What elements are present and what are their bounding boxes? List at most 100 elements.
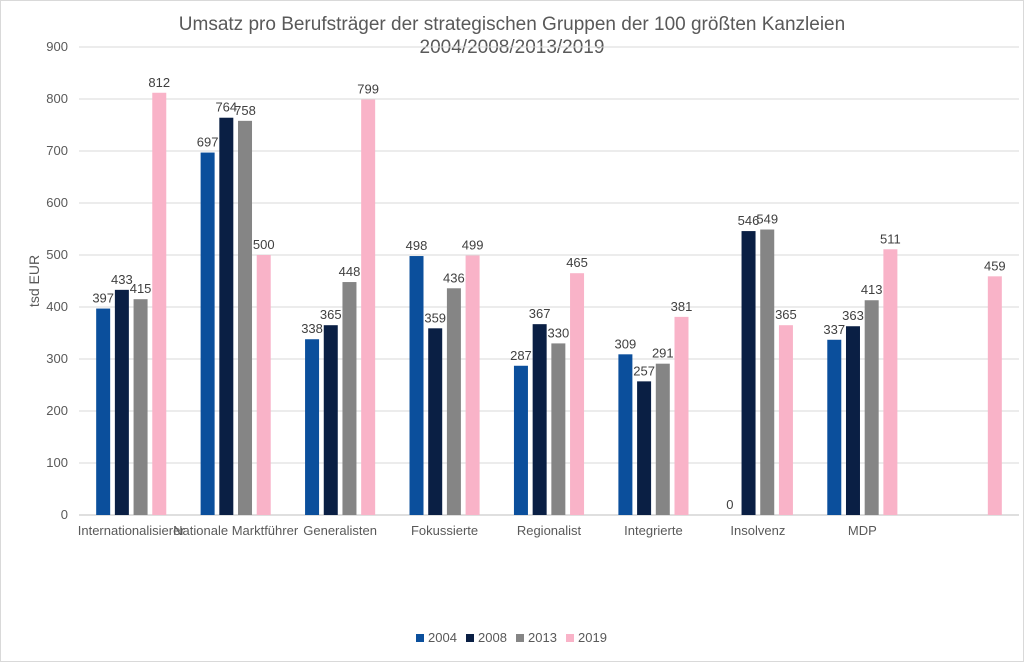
data-label: 330 xyxy=(547,325,569,340)
data-label: 758 xyxy=(234,103,256,118)
y-tick-label: 400 xyxy=(46,299,68,314)
bar-2008 xyxy=(114,289,129,515)
data-label: 367 xyxy=(529,306,551,321)
data-label: 799 xyxy=(357,82,379,97)
y-tick-label: 700 xyxy=(46,143,68,158)
bar-2013 xyxy=(864,300,879,515)
y-axis-label: tsd EUR xyxy=(26,255,42,307)
y-tick-label: 800 xyxy=(46,91,68,106)
data-label: 413 xyxy=(861,282,883,297)
y-tick-label: 500 xyxy=(46,247,68,262)
data-label: 511 xyxy=(880,231,901,246)
bar-2019 xyxy=(883,249,898,515)
data-label: 415 xyxy=(130,281,152,296)
legend-swatch xyxy=(516,634,524,642)
y-tick-label: 200 xyxy=(46,403,68,418)
bar-2019 xyxy=(152,92,167,515)
data-label: 448 xyxy=(339,264,361,279)
data-label: 365 xyxy=(775,307,797,322)
data-label: 433 xyxy=(111,272,133,287)
data-label: 499 xyxy=(462,238,484,253)
bar-2019 xyxy=(674,316,689,515)
bar-2008 xyxy=(532,324,547,515)
bar-2019 xyxy=(465,255,480,515)
data-label: 365 xyxy=(320,307,342,322)
data-label: 309 xyxy=(615,336,637,351)
bar-2008 xyxy=(845,326,860,515)
x-tick-label: Internationalisierer xyxy=(78,523,186,538)
chart-title: Umsatz pro Berufsträger der strategische… xyxy=(179,14,845,35)
data-label: 812 xyxy=(148,75,170,90)
data-label: 697 xyxy=(197,135,219,150)
bar-2004 xyxy=(513,365,528,515)
bars xyxy=(96,92,1002,516)
bar-2004 xyxy=(305,339,320,515)
x-tick-label: Insolvenz xyxy=(730,523,785,538)
data-label: 498 xyxy=(406,238,428,253)
legend: 2004 2008 2013 2019 xyxy=(416,630,607,645)
bar-2013 xyxy=(446,288,461,515)
x-tick-label: Nationale Marktführer xyxy=(173,523,299,538)
data-label: 338 xyxy=(301,321,323,336)
data-label: 549 xyxy=(756,212,778,227)
gridlines xyxy=(79,46,1019,516)
x-tick-label: MDP xyxy=(848,523,877,538)
bar-2019 xyxy=(361,99,376,516)
bar-2019 xyxy=(778,325,793,515)
data-label: 291 xyxy=(652,346,674,361)
data-label: 459 xyxy=(984,258,1006,273)
legend-label: 2004 xyxy=(428,630,457,645)
legend-label: 2008 xyxy=(478,630,507,645)
y-tick-label: 900 xyxy=(46,39,68,54)
x-tick-label: Fokussierte xyxy=(411,523,478,538)
x-tick-label: Regionalist xyxy=(517,523,582,538)
bar-2004 xyxy=(96,308,111,515)
x-tick-label: Generalisten xyxy=(303,523,377,538)
data-label: 257 xyxy=(633,363,655,378)
data-label: 287 xyxy=(510,348,532,363)
data-label: 397 xyxy=(92,291,114,306)
bar-2013 xyxy=(133,299,148,515)
legend-swatch xyxy=(566,634,574,642)
data-label: 0 xyxy=(726,497,733,512)
data-label: 546 xyxy=(738,213,760,228)
bar-2013 xyxy=(760,229,775,515)
data-label: 359 xyxy=(424,310,446,325)
data-label: 363 xyxy=(842,308,864,323)
data-label: 337 xyxy=(823,322,845,337)
bar-2008 xyxy=(637,381,652,515)
legend-swatch xyxy=(416,634,424,642)
bar-2004 xyxy=(409,256,424,515)
data-label: 436 xyxy=(443,270,465,285)
bar-2004 xyxy=(618,354,633,515)
data-label: 465 xyxy=(566,255,588,270)
legend-swatch xyxy=(466,634,474,642)
bar-2004 xyxy=(827,339,842,515)
legend-label: 2013 xyxy=(528,630,557,645)
bar-2013 xyxy=(655,363,670,515)
bar-2019 xyxy=(987,276,1002,515)
x-tick-label: Integrierte xyxy=(624,523,683,538)
data-label: 500 xyxy=(253,237,275,252)
bar-2008 xyxy=(428,328,443,515)
bar-2013 xyxy=(551,343,566,515)
bar-2019 xyxy=(570,273,585,515)
bar-2019 xyxy=(256,255,271,515)
data-labels: 3974334158126977647585003383654487994983… xyxy=(92,75,1005,512)
bar-2008 xyxy=(219,117,234,515)
bar-2013 xyxy=(342,282,357,515)
y-tick-label: 100 xyxy=(46,455,68,470)
y-tick-label: 0 xyxy=(61,507,68,522)
y-axis-ticks: 0 100 200 300 400 500 600 700 800 900 xyxy=(46,39,68,522)
data-label: 764 xyxy=(215,100,237,115)
bar-2013 xyxy=(238,120,253,515)
y-tick-label: 600 xyxy=(46,195,68,210)
data-label: 381 xyxy=(671,299,693,314)
bar-2008 xyxy=(323,325,338,515)
bar-2008 xyxy=(741,231,756,515)
bar-2004 xyxy=(200,152,215,515)
legend-label: 2019 xyxy=(578,630,607,645)
